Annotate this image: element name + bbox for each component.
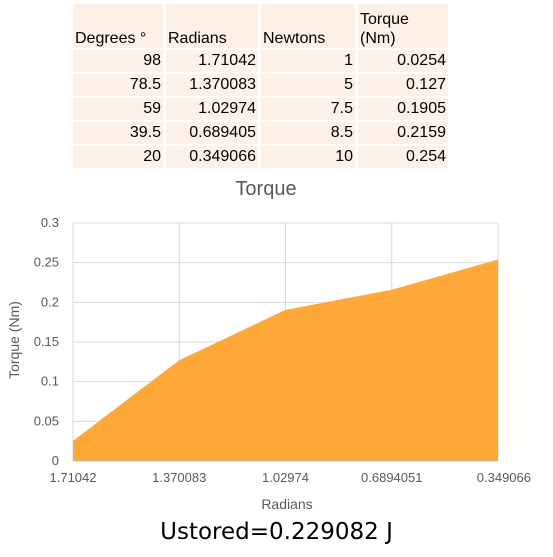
x-axis-title: Radians (261, 496, 312, 512)
y-tick-label: 0.1 (41, 374, 59, 389)
torque-area-chart: Torque 0 0.05 0.1 0.15 0.2 0.25 0.3 1.71042 1.3… (6, 178, 532, 512)
chart-title: Torque (235, 178, 296, 200)
stored-energy-result: Ustored=0.229082 J (160, 519, 393, 545)
cell-degrees: 59 (73, 98, 163, 120)
x-tick-label: 1.370083 (152, 470, 206, 485)
x-axis-ticks: 1.71042 1.370083 1.02974 0.6894051 0.349066 (50, 470, 532, 485)
table-row: 20 0.349066 10 0.254 (73, 146, 448, 168)
header-torque: Torque (Nm) (358, 4, 448, 48)
table-row: 98 1.71042 1 0.0254 (73, 50, 448, 72)
cell-radians: 1.71042 (166, 50, 258, 72)
cell-radians: 1.370083 (166, 74, 258, 96)
cell-degrees: 39.5 (73, 122, 163, 144)
cell-radians: 0.689405 (166, 122, 258, 144)
table-header-row: Degrees ° Radians Newtons Torque (Nm) (73, 4, 448, 48)
y-axis-title: Torque (Nm) (6, 301, 22, 379)
cell-newtons: 5 (261, 74, 355, 96)
cell-degrees: 78.5 (73, 74, 163, 96)
header-radians: Radians (166, 4, 258, 48)
y-tick-label: 0.2 (41, 294, 59, 309)
y-tick-label: 0.3 (41, 215, 59, 230)
data-table: Degrees ° Radians Newtons Torque (Nm) 98… (70, 2, 451, 170)
x-tick-label: 1.02974 (262, 470, 309, 485)
y-tick-label: 0.15 (34, 334, 59, 349)
x-tick-label: 0.6894051 (361, 470, 422, 485)
cell-torque: 0.254 (358, 146, 448, 168)
cell-newtons: 8.5 (261, 122, 355, 144)
cell-torque: 0.127 (358, 74, 448, 96)
table-row: 59 1.02974 7.5 0.1905 (73, 98, 448, 120)
x-tick-label: 0.349066 (477, 470, 531, 485)
cell-newtons: 1 (261, 50, 355, 72)
cell-radians: 1.02974 (166, 98, 258, 120)
y-tick-label: 0.05 (34, 413, 59, 428)
cell-torque: 0.2159 (358, 122, 448, 144)
cell-torque: 0.0254 (358, 50, 448, 72)
torque-area-series (73, 259, 498, 461)
cell-newtons: 10 (261, 146, 355, 168)
cell-degrees: 20 (73, 146, 163, 168)
cell-newtons: 7.5 (261, 98, 355, 120)
y-axis-ticks: 0 0.05 0.1 0.15 0.2 0.25 0.3 (34, 215, 59, 468)
y-tick-label: 0.25 (34, 255, 59, 270)
x-tick-label: 1.71042 (50, 470, 97, 485)
header-degrees: Degrees ° (73, 4, 163, 48)
chart-plot-area (73, 259, 498, 462)
table-row: 39.5 0.689405 8.5 0.2159 (73, 122, 448, 144)
header-newtons: Newtons (261, 4, 355, 48)
cell-torque: 0.1905 (358, 98, 448, 120)
cell-degrees: 98 (73, 50, 163, 72)
cell-radians: 0.349066 (166, 146, 258, 168)
y-tick-label: 0 (52, 453, 59, 468)
table-row: 78.5 1.370083 5 0.127 (73, 74, 448, 96)
